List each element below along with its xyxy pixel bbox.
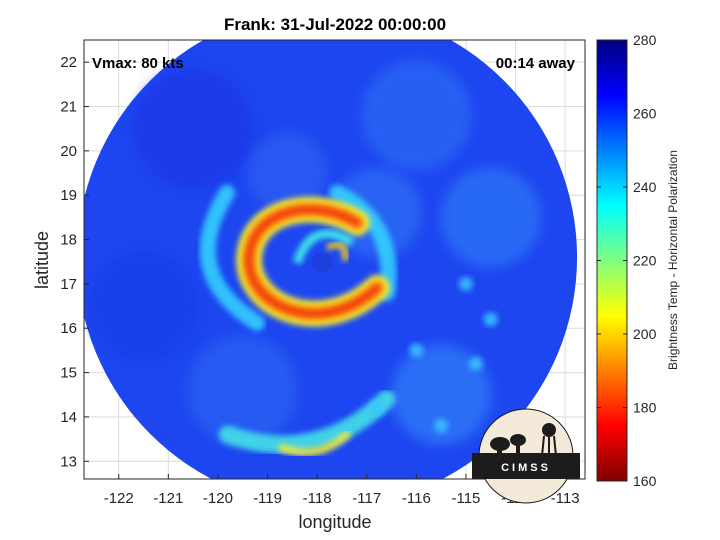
x-tick-label: -113 — [551, 490, 580, 507]
colorbar-tick-label: 240 — [633, 179, 657, 195]
colorbar-tick-label: 260 — [633, 106, 657, 122]
x-tick-label: -117 — [352, 490, 381, 507]
x-axis-label: longitude — [298, 512, 371, 532]
colorbar-tick-label: 280 — [633, 32, 657, 48]
y-tick-label: 18 — [60, 232, 77, 249]
y-tick-label: 17 — [60, 276, 77, 293]
y-axis: 13 14 15 16 17 18 19 20 21 22 — [60, 54, 89, 470]
x-tick-label: -115 — [451, 490, 480, 507]
time-away-annotation: 00:14 away — [496, 55, 576, 72]
x-tick-label: -121 — [153, 490, 183, 507]
colorbar-label: Brightness Temp - Horizontal Polarizatio… — [666, 150, 680, 370]
y-tick-label: 16 — [60, 320, 77, 337]
colorbar-tick-label: 160 — [633, 473, 657, 489]
y-tick-label: 15 — [60, 365, 77, 382]
y-tick-label: 13 — [60, 453, 77, 470]
cimss-logo-text: CIMSS — [501, 462, 551, 474]
cimss-logo: CIMSS — [472, 408, 580, 504]
colorbar-tick-label: 200 — [633, 326, 657, 342]
colorbar-tick-label: 180 — [633, 400, 657, 416]
y-tick-label: 14 — [60, 409, 77, 426]
y-tick-label: 22 — [60, 54, 77, 71]
x-tick-label: -119 — [253, 490, 282, 507]
water-tower-icon — [542, 423, 556, 437]
y-tick-label: 21 — [60, 99, 77, 116]
vmax-annotation: Vmax: 80 kts — [92, 55, 184, 72]
axes-frame — [83, 39, 586, 480]
x-tick-label: -116 — [402, 490, 431, 507]
x-tick-label: -118 — [303, 490, 332, 507]
x-tick-label: -122 — [104, 490, 134, 507]
swath-image — [84, 40, 577, 479]
colorbar-ticks: 160 180 200 220 240 260 280 — [597, 32, 657, 489]
y-axis-label: latitude — [32, 231, 52, 289]
colorbar-tick-label: 220 — [633, 253, 657, 269]
chart-title: Frank: 31-Jul-2022 00:00:00 — [224, 15, 446, 34]
y-tick-label: 19 — [60, 187, 77, 204]
y-tick-label: 20 — [60, 143, 77, 160]
x-tick-label: -120 — [203, 490, 233, 507]
colorbar — [596, 39, 628, 482]
